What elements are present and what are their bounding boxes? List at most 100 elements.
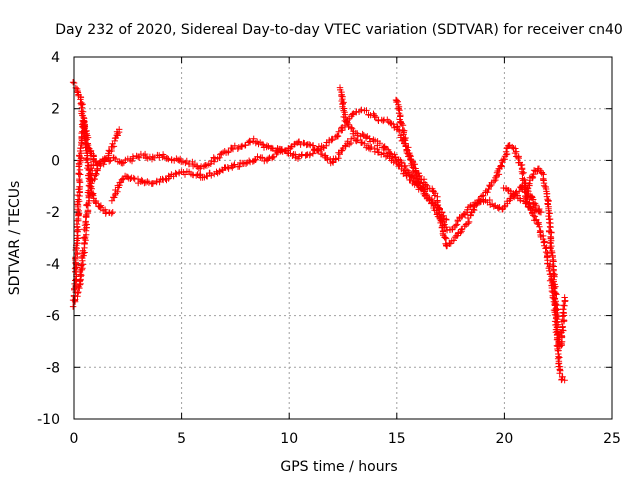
data-point <box>418 184 426 191</box>
data-point <box>536 223 543 230</box>
data-point <box>231 142 238 149</box>
data-point <box>551 311 559 318</box>
series-track-b <box>69 79 116 217</box>
data-point <box>556 370 563 377</box>
data-point <box>208 157 215 165</box>
data-point <box>79 101 86 108</box>
data-point <box>110 143 118 150</box>
data-point <box>114 132 121 139</box>
data-point <box>80 122 88 129</box>
y-tick-label: -8 <box>46 360 60 376</box>
data-point <box>75 288 82 296</box>
data-point <box>149 180 157 187</box>
data-point <box>164 155 171 162</box>
data-point <box>225 149 232 156</box>
data-point <box>492 176 499 184</box>
data-point <box>225 165 232 172</box>
data-point <box>516 188 523 195</box>
data-point <box>96 203 104 210</box>
data-point <box>208 172 215 179</box>
data-point <box>118 176 126 183</box>
data-point <box>380 117 387 125</box>
data-point <box>407 155 414 163</box>
data-point <box>91 176 98 183</box>
data-point <box>495 171 503 178</box>
data-point <box>553 291 560 298</box>
data-point <box>289 152 296 159</box>
data-point <box>554 336 561 343</box>
data-point <box>545 212 552 220</box>
data-point <box>421 188 428 195</box>
data-point <box>85 193 93 200</box>
data-point <box>348 124 355 131</box>
data-point <box>90 152 97 159</box>
data-point <box>414 175 421 182</box>
data-point <box>292 151 299 158</box>
y-tick-label: -4 <box>46 257 60 273</box>
data-point <box>474 200 481 207</box>
y-tick-label: 2 <box>51 102 60 118</box>
y-tick-label: -2 <box>46 205 60 221</box>
data-point <box>210 154 217 161</box>
x-tick-label: 5 <box>177 431 186 447</box>
data-point <box>511 149 519 157</box>
data-point <box>502 148 510 155</box>
data-point <box>349 111 357 118</box>
y-tick-label: 4 <box>51 50 60 66</box>
data-point <box>543 254 551 261</box>
data-point <box>81 128 89 135</box>
data-point <box>234 145 241 152</box>
data-point <box>390 121 397 128</box>
data-point <box>354 132 362 139</box>
data-point <box>335 155 342 162</box>
data-point <box>561 377 568 384</box>
data-point <box>465 218 473 226</box>
data-point <box>409 164 416 171</box>
data-series <box>69 79 569 384</box>
data-point <box>130 155 137 162</box>
data-point <box>530 167 538 174</box>
y-tick-label: -6 <box>46 309 60 325</box>
data-point <box>412 169 419 176</box>
data-point <box>114 188 121 195</box>
data-point <box>107 157 114 164</box>
data-point <box>242 160 250 167</box>
data-point <box>77 144 84 152</box>
data-point <box>542 248 550 256</box>
data-point <box>74 88 81 95</box>
data-point <box>526 180 533 187</box>
data-point <box>509 191 517 198</box>
data-point <box>359 130 366 138</box>
x-tick-label: 15 <box>388 431 406 447</box>
data-point <box>517 197 524 204</box>
x-axis-label: GPS time / hours <box>280 459 397 475</box>
data-point <box>438 208 445 216</box>
data-point <box>136 154 143 161</box>
data-point <box>336 151 343 158</box>
data-point <box>345 123 352 130</box>
series-track-c <box>74 152 97 300</box>
data-point <box>86 190 94 197</box>
data-point <box>501 203 508 211</box>
data-point <box>363 107 370 114</box>
data-point <box>485 185 492 193</box>
data-point <box>79 247 87 254</box>
data-point <box>453 221 461 228</box>
data-point <box>484 189 491 196</box>
data-point <box>348 135 355 143</box>
data-point <box>71 280 78 288</box>
data-point <box>545 265 552 272</box>
data-point <box>81 240 88 248</box>
data-point <box>74 289 81 297</box>
data-point <box>511 193 518 201</box>
data-point <box>74 250 81 258</box>
data-point <box>458 226 465 233</box>
data-point <box>543 193 551 200</box>
data-point <box>84 202 91 209</box>
data-point <box>230 162 237 169</box>
data-point <box>561 294 568 301</box>
data-point <box>93 170 100 178</box>
data-point <box>546 223 554 230</box>
y-tick-label: 0 <box>51 153 60 169</box>
